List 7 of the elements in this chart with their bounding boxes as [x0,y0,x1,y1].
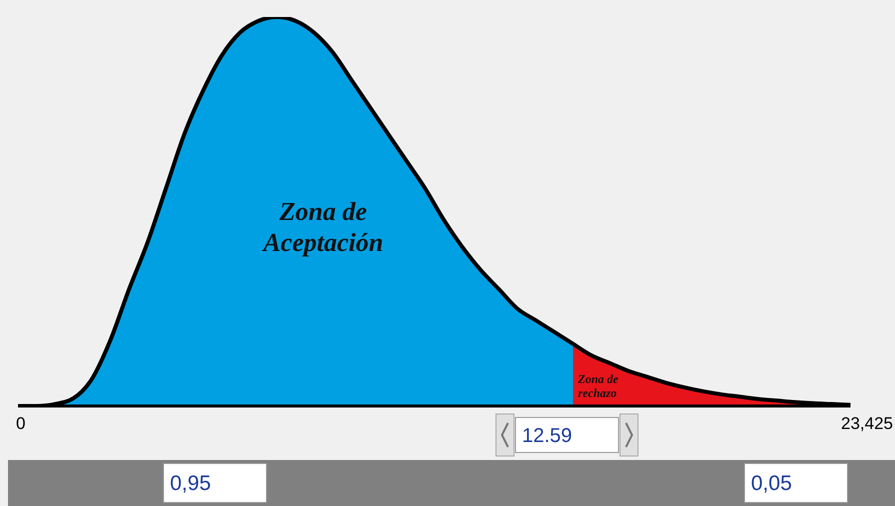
text: 0 [16,414,26,434]
text: 0,05 [744,463,848,503]
text: 0,95 [163,463,267,503]
annotation: Zona de Aceptación [261,196,384,258]
text: 12.59 [515,417,619,453]
annotation: Zona de rechazo [578,372,620,401]
text: 23,425 [841,414,893,434]
